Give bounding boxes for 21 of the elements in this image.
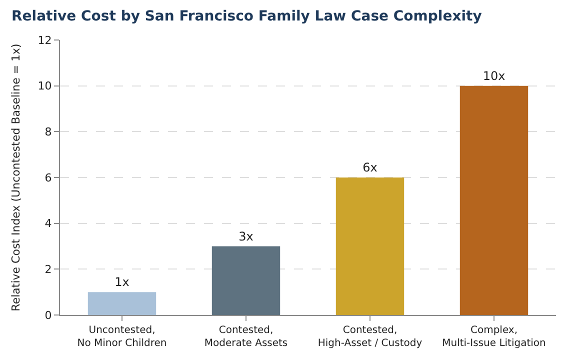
y-tick-label: 0 <box>44 308 52 322</box>
x-tick-label: Uncontested, No Minor Children <box>77 325 167 349</box>
y-tick-label: 2 <box>44 263 52 276</box>
y-tick-label: 4 <box>44 217 52 230</box>
data-label: 10x <box>482 68 506 83</box>
y-tick-label: 12 <box>38 34 52 47</box>
chart-title: Relative Cost by San Francisco Family Law Case Complexity <box>12 8 482 25</box>
x-tick-label: Contested, Moderate Assets <box>204 325 288 349</box>
bar <box>88 292 156 315</box>
y-tick-label: 10 <box>38 80 52 93</box>
x-tick-label: Contested, High-Asset / Custody <box>318 325 422 349</box>
y-tick-label: 6 <box>44 171 52 184</box>
y-tick-label: 8 <box>44 126 52 139</box>
y-axis-title: Relative Cost Index (Uncontested Baseline = 1x) <box>9 44 22 312</box>
x-tick-label: Complex, Multi-Issue Litigation <box>442 325 546 349</box>
data-label: 1x <box>114 275 130 290</box>
bar <box>460 86 528 315</box>
data-label: 6x <box>362 160 378 174</box>
data-label: 3x <box>238 229 254 244</box>
bar <box>212 246 280 315</box>
bar <box>336 178 404 315</box>
